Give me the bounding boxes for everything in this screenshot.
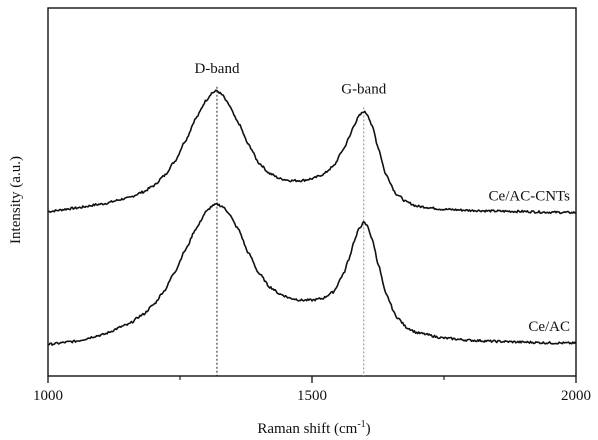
series-lines <box>47 89 577 346</box>
band-annotation: D-band <box>194 61 239 77</box>
series-label: Ce/AC-CNTs <box>489 189 571 205</box>
x-tick-label: 1000 <box>33 388 63 404</box>
y-axis-title: Intensity (a.u.) <box>8 156 24 244</box>
x-axis-ticks: 1000 1500 2000 <box>33 376 591 404</box>
band-annotation: G-band <box>341 81 386 97</box>
band-guide-lines <box>216 86 365 376</box>
series-label: Ce/AC <box>528 319 570 335</box>
x-axis-title-text: Raman shift (cm <box>257 421 357 437</box>
series-line-2 <box>47 202 577 346</box>
series-line-1 <box>47 89 577 215</box>
x-axis-title-superscript: -1 <box>357 419 365 430</box>
x-axis-title-suffix: ) <box>366 421 371 437</box>
chart-labels: D-band G-band Ce/AC-CNTs Ce/AC <box>194 61 570 335</box>
x-tick-label: 1500 <box>297 388 327 404</box>
x-tick-label: 2000 <box>561 388 591 404</box>
x-axis-title: Raman shift (cm-1) <box>257 419 370 437</box>
